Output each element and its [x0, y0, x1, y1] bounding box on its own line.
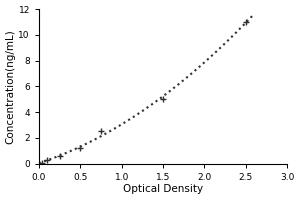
X-axis label: Optical Density: Optical Density — [123, 184, 203, 194]
Y-axis label: Concentration(ng/mL): Concentration(ng/mL) — [6, 29, 16, 144]
